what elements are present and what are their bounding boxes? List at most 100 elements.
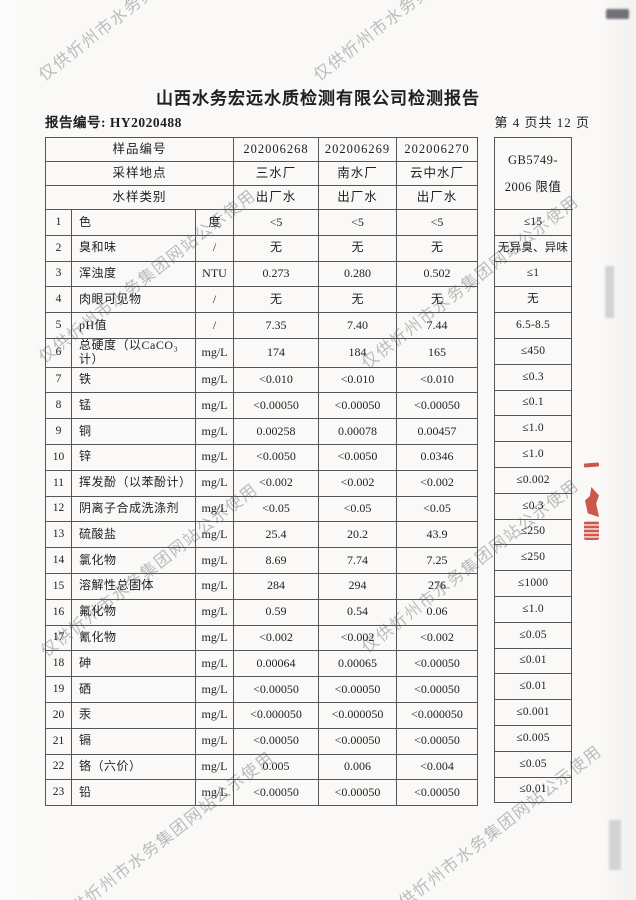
sample2-value-cell: 无 [318, 286, 398, 314]
unit-cell: mg/L [194, 701, 235, 729]
table-row: 19 硒 mg/L <0.00050 <0.00050 <0.00050 [45, 676, 479, 703]
limit-row: ≤0.3 [494, 492, 573, 520]
table-row: 6 总硬度（以CaCO₃计） mg/L 174 184 165 [45, 337, 479, 368]
sample3-value-cell: 0.06 [396, 598, 479, 626]
limit-row: ≤1.0 [494, 595, 573, 623]
sample3-value-cell: <0.000050 [396, 701, 479, 729]
limit-row: ≤0.001 [494, 699, 573, 726]
results-tbody: 1 色度 <5 <5 <5 2 臭和味 / 无无无 3 浑浊度 NTU 0.273 0.280 0.502 4… [45, 209, 479, 807]
sample2-value-cell: <0.000050 [318, 701, 398, 729]
sample1-value-cell: 无 [233, 234, 320, 262]
limit-standard-line2: 2006 限值 [504, 179, 562, 194]
sample1-value-cell: <5 [233, 209, 320, 236]
table-row: 18 砷 mg/L 0.00064 0.00065 <0.00050 [45, 650, 479, 678]
sample1-id-cell: 202006268 [233, 137, 320, 162]
unit-cell: mg/L [194, 727, 235, 755]
table-row: 4 肉眼可见物 / 无无无 [45, 286, 479, 314]
table-row: 10 锌 mg/L <0.0050 <0.0050 0.0346 [45, 443, 479, 471]
sample2-id-cell: 202006269 [318, 137, 398, 162]
limit-value-cell: ≤0.05 [494, 621, 573, 649]
limit-row: ≤1.0 [494, 441, 573, 468]
param-name-cell: 色 [71, 209, 196, 236]
param-name-cell: 锌 [71, 443, 196, 471]
limit-value-cell: ≤0.001 [494, 699, 573, 726]
sample1-value-cell: <0.05 [233, 495, 320, 523]
sample3-value-cell: 7.44 [396, 312, 479, 339]
unit-cell: mg/L [194, 495, 235, 523]
sample2-value-cell: 7.40 [318, 312, 398, 339]
unit-cell: 度 [194, 209, 235, 236]
table-row: 1 色度 <5 <5 <5 [45, 209, 479, 236]
limit-value-cell: 无异臭、异味 [494, 234, 573, 262]
unit-cell: mg/L [194, 676, 235, 703]
table-row: 3 浑浊度 NTU 0.273 0.280 0.502 [45, 260, 479, 288]
sample1-value-cell: 174 [233, 337, 320, 368]
row-index-cell: 4 [45, 286, 72, 314]
sample1-value-cell: <0.002 [233, 624, 320, 652]
sample3-value-cell: 无 [396, 286, 479, 314]
limit-value-cell: ≤0.002 [494, 466, 573, 494]
limit-value-cell: ≤15 [494, 209, 573, 236]
row-index-cell: 9 [45, 418, 72, 445]
sample3-value-cell: <0.00050 [396, 779, 479, 807]
param-name-cell: 铜 [71, 418, 196, 445]
sample1-value-cell: 8.69 [233, 547, 320, 574]
row-index-cell: 18 [45, 650, 72, 678]
row-index-cell: 12 [45, 495, 72, 523]
sample2-value-cell: 294 [318, 572, 398, 600]
sample1-value-cell: <0.0050 [233, 443, 320, 471]
sample2-value-cell: <0.010 [318, 366, 398, 394]
red-seal-fragment [583, 462, 600, 468]
row-index-cell: 16 [45, 598, 72, 626]
sample2-value-cell: 0.280 [318, 260, 398, 288]
table-row: 15 溶解性总固体 mg/L 284 294 276 [45, 572, 479, 600]
sample2-value-cell: <5 [318, 209, 398, 236]
param-name-cell: 硫酸盐 [71, 521, 196, 549]
row-index-cell: 15 [45, 572, 72, 600]
unit-cell: mg/L [194, 624, 235, 652]
header-label-cell: 样品编号 [44, 137, 235, 162]
sample3-value-cell: 43.9 [396, 521, 479, 549]
sample2-value-cell: 7.74 [318, 547, 398, 574]
sample3-value-cell: <0.010 [396, 366, 479, 394]
sample3-value-cell: 无 [396, 234, 479, 262]
sample3-value-cell: 0.502 [396, 260, 479, 288]
limit-value-cell: 6.5-8.5 [494, 312, 573, 339]
sample3-value-cell: <5 [396, 209, 479, 236]
sample1-value-cell: <0.00050 [233, 779, 320, 807]
limit-row: ≤250 [494, 544, 573, 572]
unit-cell: mg/L [194, 418, 235, 445]
sample1-value-cell: 25.4 [233, 521, 320, 549]
table-row: 9 铜 mg/L 0.00258 0.00078 0.00457 [45, 418, 479, 445]
limit-value-cell: ≤0.1 [494, 389, 573, 417]
unit-cell: mg/L [194, 753, 235, 781]
scan-mark [606, 9, 629, 19]
param-name-cell: 肉眼可见物 [71, 286, 196, 314]
limit-row: ≤0.01 [494, 647, 573, 675]
limit-row: ≤0.3 [494, 363, 573, 391]
watermark-text: 仅供忻州市水务集团网站公示使用 [33, 0, 261, 85]
row-index-cell: 20 [45, 701, 72, 729]
limit-row: ≤0.05 [494, 750, 573, 778]
limit-value-cell: ≤250 [494, 518, 573, 546]
param-name-cell: 铁 [71, 366, 196, 394]
limit-row: 6.5-8.5 [494, 312, 573, 339]
header-label-cell: 水样类别 [44, 185, 235, 210]
unit-cell: / [194, 312, 235, 339]
table-row: 8 锰 mg/L <0.00050 <0.00050 <0.00050 [45, 392, 479, 420]
sample1-value-cell: <0.000050 [233, 701, 320, 729]
unit-cell: mg/L [194, 392, 235, 420]
sample1-location-cell: 三水厂 [233, 161, 320, 186]
unit-cell: NTU [194, 260, 235, 288]
sample3-value-cell: 276 [396, 572, 479, 600]
unit-cell: mg/L [194, 572, 235, 600]
sample1-value-cell: 0.00258 [233, 418, 320, 445]
row-index-cell: 7 [45, 366, 72, 394]
sample2-value-cell: 20.2 [318, 521, 398, 549]
row-index-cell: 5 [45, 312, 72, 339]
limit-standard-header: GB5749- 2006 限值 [494, 137, 573, 210]
sample2-value-cell: 0.54 [318, 598, 398, 626]
sample1-value-cell: <0.00050 [233, 392, 320, 420]
limit-value-cell: ≤1 [494, 260, 573, 288]
table-row: 16 氟化物 mg/L 0.59 0.54 0.06 [45, 598, 479, 626]
